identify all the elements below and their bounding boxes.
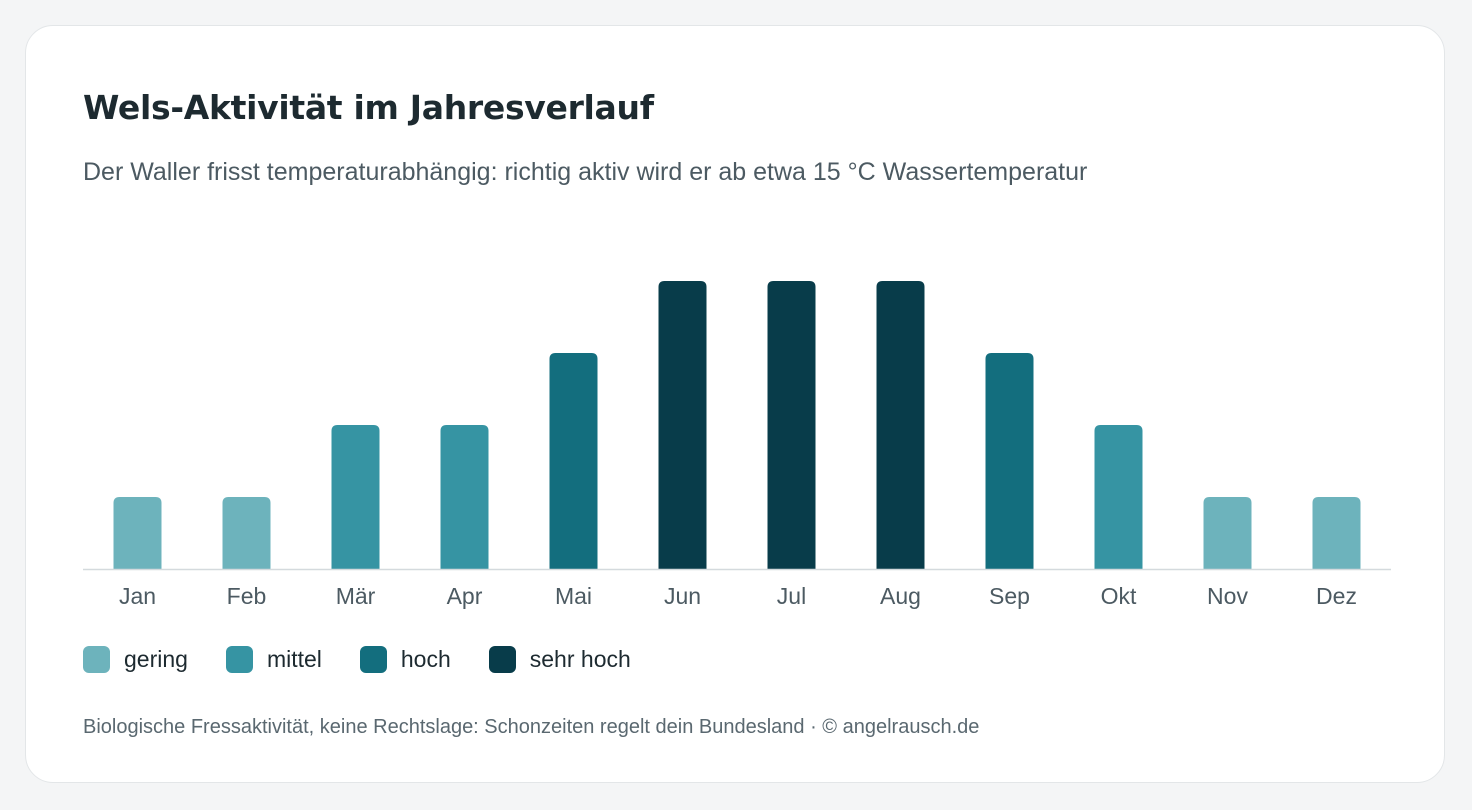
legend-swatch (359, 646, 387, 673)
x-tick-label: Mai (555, 583, 592, 609)
legend-item-mittel: mittel (225, 646, 322, 673)
x-tick-label: Aug (880, 583, 921, 609)
legend-swatch (488, 646, 516, 673)
legend-label: gering (124, 646, 188, 672)
bar-mär (331, 425, 380, 569)
bar-feb (222, 497, 271, 569)
bar-sep (985, 353, 1034, 569)
bar-jan (113, 497, 162, 569)
bar-aug (876, 281, 925, 569)
bar-jul (767, 281, 816, 569)
x-tick-label: Nov (1207, 583, 1248, 609)
legend-swatch (225, 646, 253, 673)
x-tick-label: Jul (777, 583, 806, 609)
bar-jun (658, 281, 707, 569)
x-tick-label: Okt (1101, 583, 1137, 609)
bar-mai (549, 353, 598, 569)
x-tick-label: Dez (1316, 583, 1357, 609)
bar-okt (1094, 425, 1143, 569)
legend-label: mittel (266, 646, 322, 672)
x-tick-label: Jun (664, 583, 701, 609)
legend-item-gering: gering (83, 646, 188, 673)
bar-apr (440, 425, 489, 569)
x-tick-label: Sep (989, 583, 1030, 609)
bar-chart: Jan Feb Mär Apr Mai Jun Jul Aug Sep Okt Nov Dez (83, 281, 1391, 609)
legend-item-hoch: hoch (359, 646, 451, 673)
bar-dez (1312, 497, 1361, 569)
chart-legend: gering mittel hoch sehr hoch (83, 646, 631, 673)
x-tick-label: Mär (336, 583, 376, 609)
chart-title: Wels-Aktivität im Jahresverlauf (83, 88, 654, 127)
legend-item-sehr-hoch: sehr hoch (488, 646, 631, 673)
x-tick-label: Jan (119, 583, 156, 609)
x-tick-label: Apr (447, 583, 483, 609)
chart-footnote: Biologische Fressaktivität, keine Rechts… (83, 716, 980, 738)
legend-swatch (83, 646, 110, 673)
legend-label: sehr hoch (529, 646, 631, 672)
bar-nov (1203, 497, 1252, 569)
legend-label: hoch (400, 646, 451, 672)
chart-subtitle: Der Waller frisst temperaturabhängig: ri… (83, 158, 1088, 186)
x-tick-label: Feb (227, 583, 267, 609)
chart-card: Wels-Aktivität im Jahresverlauf Der Wall… (25, 25, 1445, 783)
